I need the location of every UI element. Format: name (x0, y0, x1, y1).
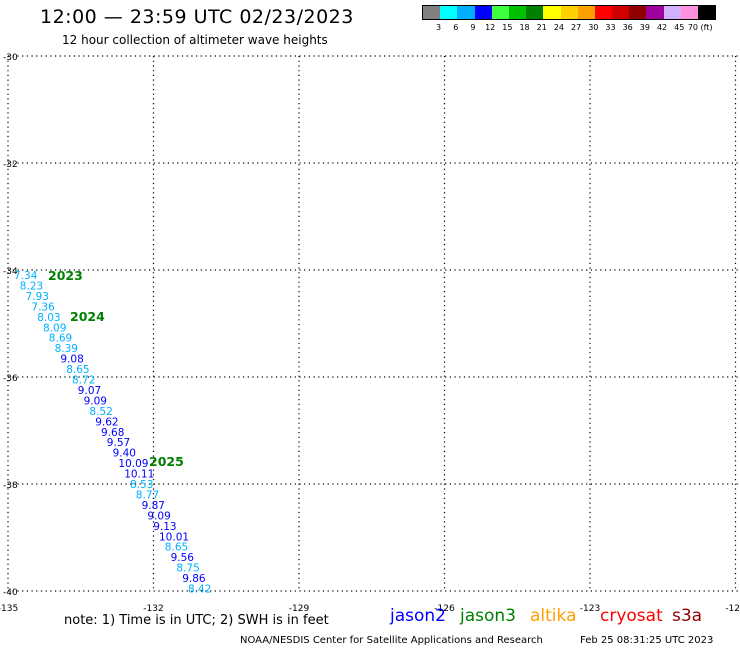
colorbar-swatch (457, 6, 475, 19)
colorbar-tick-label: 3 (436, 23, 442, 32)
colorbar-swatch (440, 6, 458, 19)
wave-height-label: 9.56 (171, 552, 195, 564)
wave-height-label: 9.09 (147, 510, 170, 522)
colorbar-swatch (663, 6, 681, 19)
colorbar-tick-label: 42 (656, 23, 668, 32)
wave-height-label: 7.34 (14, 270, 38, 282)
track-time-label: 2025 (149, 454, 184, 469)
colorbar-tick-label: 45 (674, 23, 685, 32)
credit-text: NOAA/NESDIS Center for Satellite Applica… (240, 635, 543, 646)
wave-height-label: 8.23 (20, 280, 43, 292)
wave-height-label: 8.39 (55, 343, 78, 355)
colorbar-swatch (508, 6, 527, 19)
wave-height-label: 9.40 (113, 448, 136, 460)
mission-legend-cryosat: cryosat (600, 606, 663, 626)
colorbar-tick-label: 27 (571, 23, 582, 32)
footer-note: note: 1) Time is in UTC; 2) SWH is in fe… (64, 613, 329, 628)
colorbar-swatch (698, 6, 716, 19)
colorbar-tick-label: 21 (536, 23, 547, 32)
colorbar-tick-label: 36 (622, 23, 633, 32)
colorbar-swatch (423, 6, 441, 19)
wave-height-label: 9.86 (182, 573, 206, 585)
longitude-tick-label: -123 (580, 604, 600, 614)
latitude-tick-label: -32 (3, 160, 18, 170)
mission-legend-jason2: jason2 (390, 606, 446, 626)
wave-height-label: 9.57 (107, 437, 130, 449)
wave-height-label: 8.72 (72, 375, 95, 387)
mission-legend-s3a: s3a (672, 606, 703, 626)
colorbar-tick-label: 24 (553, 23, 564, 32)
wave-height-label: 8.53 (130, 479, 153, 491)
colorbar-swatch (680, 6, 698, 19)
wave-height-label: 9.68 (101, 427, 124, 439)
wave-height-label: 8.65 (165, 542, 188, 554)
colorbar-swatch (646, 6, 664, 19)
wave-height-label: 9.87 (142, 500, 165, 512)
colorbar-swatch (629, 6, 647, 19)
wave-height-label: 8.03 (37, 312, 60, 324)
track-time-label: 2023 (48, 268, 83, 283)
colorbar-swatch (577, 6, 595, 19)
colorbar-tick-label: 33 (605, 23, 616, 32)
wave-height-label: 10.11 (124, 469, 154, 481)
mission-legend-altika: altika (530, 606, 577, 626)
timestamp-text: Feb 25 08:31:25 UTC 2023 (580, 635, 714, 646)
latitude-tick-label: -38 (3, 481, 18, 491)
map-title: 12:00 — 23:59 UTC 02/23/2023 (40, 6, 354, 28)
wave-height-label: 9.08 (60, 354, 83, 366)
colorbar-swatch (612, 6, 630, 19)
colorbar-swatch (594, 6, 613, 19)
wave-height-label: 8.52 (89, 406, 112, 418)
wave-height-label: 8.09 (43, 322, 66, 334)
wave-height-label: 8.69 (49, 333, 72, 345)
latitude-tick-label: -40 (3, 588, 18, 598)
colorbar-tick-label: 70 (ft) (687, 23, 713, 32)
colorbar-tick-label: 15 (502, 23, 513, 32)
colorbar-swatch (560, 6, 578, 19)
colorbar-swatches (422, 5, 717, 20)
colorbar-swatch (543, 6, 561, 19)
longitude-tick-label: -126 (434, 604, 455, 614)
latitude-tick-label: -30 (3, 53, 18, 63)
track-time-label: 2024 (70, 309, 105, 324)
colorbar-tick-label: 6 (453, 23, 459, 32)
longitude-tick-label: -135 (0, 604, 18, 614)
map-subtitle: 12 hour collection of altimeter wave hei… (62, 33, 328, 47)
colorbar-tick-label: 30 (588, 23, 599, 32)
wave-height-label: 8.77 (136, 489, 159, 501)
wave-height-label: 10.01 (159, 531, 189, 543)
wave-height-label: 10.09 (118, 458, 148, 470)
wave-height-label: 9.07 (78, 385, 101, 397)
colorbar-swatch (526, 6, 544, 19)
wave-height-label: 8.65 (66, 364, 89, 376)
colorbar-tick-label: 9 (470, 23, 476, 32)
colorbar-tick-label: 18 (519, 23, 530, 32)
wave-height-label: 8.42 (188, 584, 211, 596)
wave-height-label: 9.62 (95, 416, 118, 428)
colorbar-tick-labels: 3 6 9 12 15 18 21 24 27 30 33 36 39 42 45 70 (ft) (430, 23, 716, 32)
longitude-tick-label: -120 (725, 604, 740, 614)
mission-legend-jason3: jason3 (460, 606, 516, 626)
latitude-tick-label: -36 (3, 374, 18, 384)
wave-height-label: 8.75 (176, 563, 199, 575)
wave-height-colorbar: 3 6 9 12 15 18 21 24 27 30 33 36 39 42 45 70 (ft) (422, 5, 717, 32)
latitude-tick-label: -34 (3, 267, 18, 277)
wave-height-label: 9.13 (153, 521, 176, 533)
wave-height-label: 7.36 (31, 301, 55, 313)
wave-height-label: 9.09 (84, 395, 107, 407)
colorbar-swatch (474, 6, 492, 19)
colorbar-tick-label: 39 (639, 23, 650, 32)
colorbar-tick-label: 12 (485, 23, 496, 32)
longitude-tick-label: -129 (289, 604, 310, 614)
wave-height-label: 7.93 (26, 291, 49, 303)
longitude-tick-label: -132 (143, 604, 163, 614)
colorbar-swatch (491, 6, 509, 19)
